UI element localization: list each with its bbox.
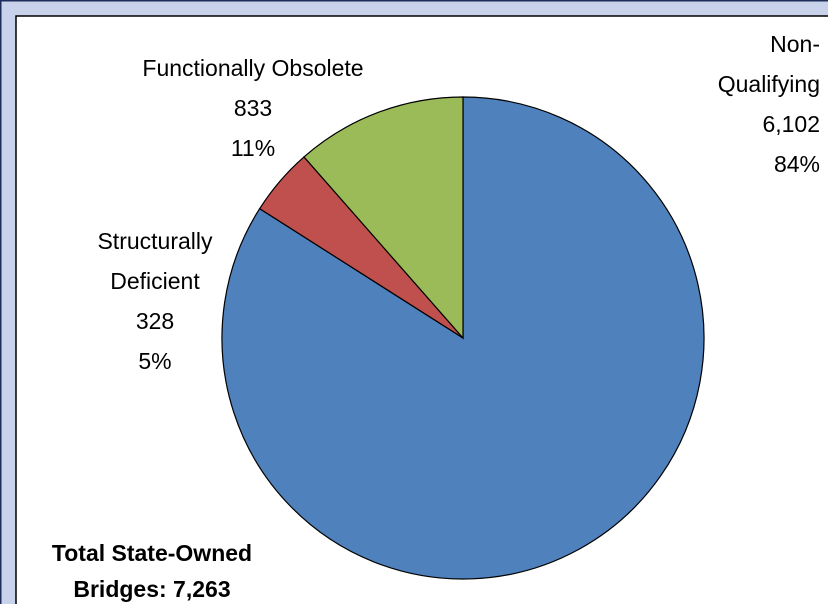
slice-label: Qualifying bbox=[718, 71, 820, 97]
percent-label: 11% bbox=[231, 135, 275, 161]
percent-label: 5% bbox=[138, 348, 171, 374]
pie-slice bbox=[303, 96, 464, 340]
slice-label: Deficient bbox=[110, 268, 200, 294]
slice-label: Non- bbox=[770, 31, 820, 57]
slice-label: Functionally Obsolete bbox=[142, 55, 363, 81]
value-label: 833 bbox=[234, 95, 272, 121]
value-label: 328 bbox=[136, 308, 174, 334]
value-label: 6,102 bbox=[762, 111, 820, 137]
annotation: Bridges: 7,263 bbox=[73, 576, 230, 602]
percent-label: 84% bbox=[774, 151, 820, 177]
slice-label: Structurally bbox=[97, 228, 213, 254]
annotation: Total State-Owned bbox=[52, 540, 252, 566]
